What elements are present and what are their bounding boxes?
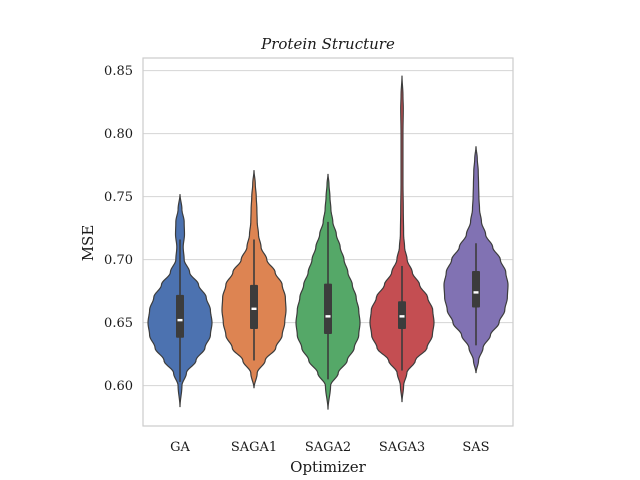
iqr-box	[324, 283, 332, 334]
x-tick-label: SAGA2	[305, 440, 351, 455]
y-tick-label: 0.85	[104, 64, 133, 79]
x-tick-label: SAS	[462, 440, 489, 455]
y-tick-label: 0.80	[104, 127, 133, 142]
median-marker	[473, 291, 479, 294]
y-tick-label: 0.75	[104, 190, 133, 205]
violin-ga	[147, 194, 213, 408]
x-tick-label: SAGA3	[379, 440, 425, 455]
chart-title: Protein Structure	[260, 35, 395, 53]
y-tick-labels: 0.60 0.65 0.70 0.75 0.80 0.85	[104, 64, 133, 394]
x-tick-label: SAGA1	[231, 440, 277, 455]
violin-saga3	[369, 75, 435, 403]
x-axis-label: Optimizer	[290, 458, 367, 476]
median-marker	[251, 307, 257, 310]
violin-layer	[147, 75, 509, 410]
violin-saga2	[295, 173, 361, 410]
y-axis-label: MSE	[79, 225, 97, 262]
plot-frame	[142, 57, 514, 427]
y-tick-label: 0.65	[104, 316, 133, 331]
iqr-box	[176, 294, 184, 338]
violin-body	[369, 75, 435, 403]
violin-saga1	[221, 170, 287, 389]
median-marker	[177, 318, 183, 322]
iqr-box	[398, 301, 406, 329]
violin-sas	[443, 146, 509, 374]
y-tick-label: 0.70	[104, 253, 133, 268]
x-tick-label: GA	[170, 440, 190, 455]
iqr-box	[250, 284, 258, 329]
median-marker	[399, 315, 405, 318]
iqr-box	[472, 270, 480, 308]
x-tick-labels: GA SAGA1 SAGA2 SAGA3 SAS	[170, 440, 489, 455]
y-tick-label: 0.60	[104, 379, 133, 394]
median-marker	[325, 315, 331, 318]
